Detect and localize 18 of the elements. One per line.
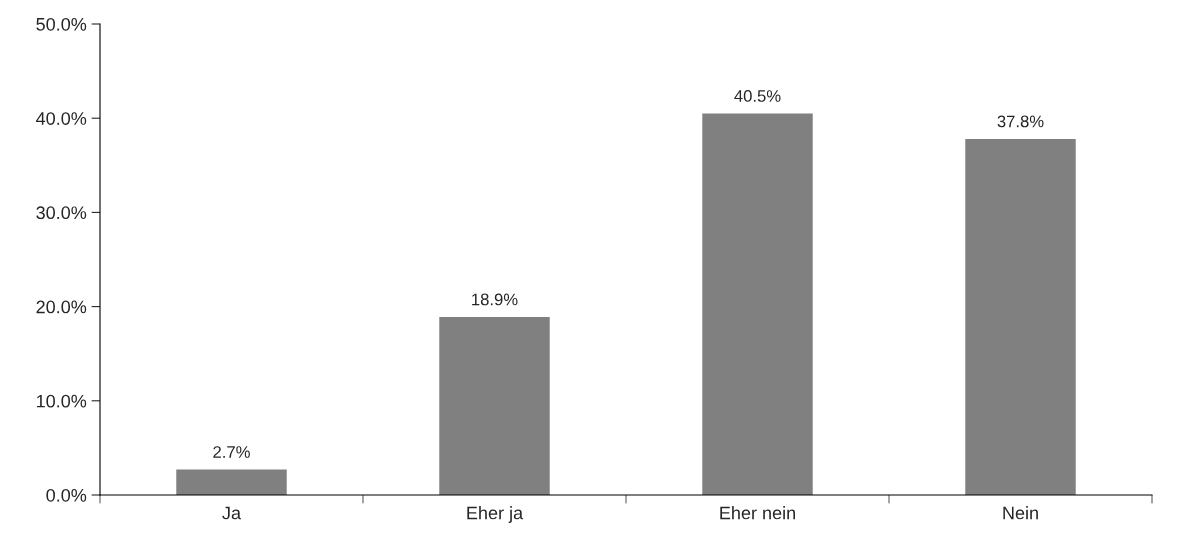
x-tick-label: Nein (1003, 506, 1038, 520)
bar (176, 469, 287, 495)
y-tick-label: 50.0% (36, 17, 87, 31)
x-tick-label: Ja (222, 506, 242, 520)
x-tick-label: Eher ja (467, 506, 524, 523)
y-tick-label: 0.0% (46, 488, 87, 502)
y-tick-label: 10.0% (36, 394, 87, 408)
y-tick-label: 30.0% (36, 206, 87, 220)
x-tick-label: Eher nein (720, 506, 795, 520)
data-label: 37.8% (997, 115, 1044, 128)
bar (965, 138, 1076, 495)
y-tick-label: 40.0% (36, 112, 87, 125)
bar (702, 113, 813, 495)
data-label: 18.9% (472, 293, 518, 306)
data-label: 2.7% (213, 446, 250, 458)
y-tick-label: 20.0% (36, 300, 87, 314)
bar (439, 316, 550, 495)
data-label: 40.5% (734, 90, 781, 102)
